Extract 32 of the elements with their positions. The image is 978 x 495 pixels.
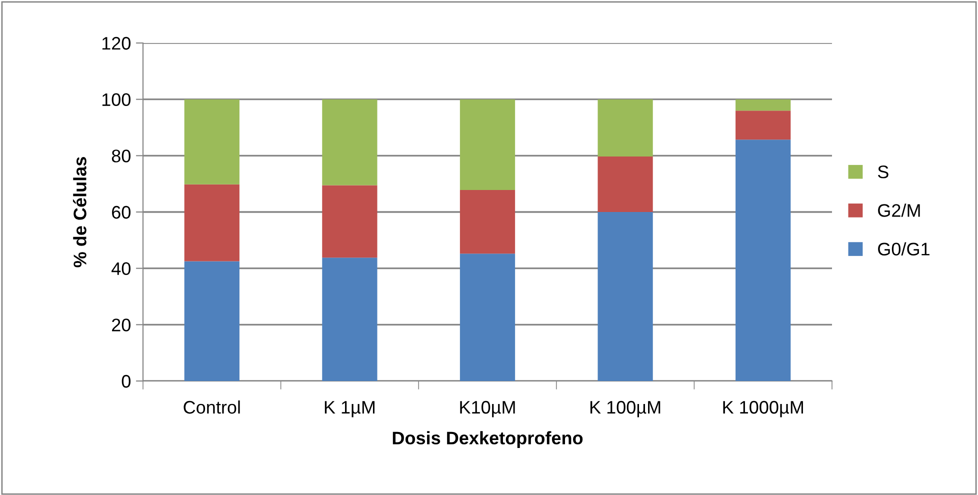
bar — [322, 185, 378, 258]
x-tick-label: Control — [184, 400, 240, 414]
bar — [184, 99, 240, 184]
bar — [736, 140, 791, 381]
x-tick-label: K 100µM — [590, 400, 660, 418]
bar — [322, 258, 378, 381]
y-tick-label: 120 — [102, 36, 130, 50]
bar — [460, 254, 516, 381]
y-tick-label: 100 — [102, 93, 130, 106]
legend-label: S — [878, 166, 888, 178]
y-tick-label: 80 — [112, 150, 130, 162]
bar — [460, 190, 516, 254]
y-tick-label: 40 — [112, 262, 130, 276]
legend-label: G2/M — [878, 204, 920, 217]
bar — [736, 99, 791, 111]
x-tick-label: K 1000µM — [723, 400, 803, 418]
bar — [322, 99, 378, 186]
bar — [184, 261, 240, 381]
y-tick-label: 0 — [122, 374, 130, 388]
legend-label: G0/G1 — [878, 242, 930, 256]
y-tick-label: 20 — [112, 318, 130, 332]
x-tick-label: K 1µM — [324, 401, 374, 418]
y-axis-title: % de Células — [72, 157, 86, 268]
y-tick-label: 60 — [112, 206, 130, 219]
bar — [736, 110, 791, 140]
bar — [598, 212, 653, 381]
bar — [460, 99, 516, 190]
bar — [184, 184, 240, 262]
bar — [598, 156, 653, 212]
x-axis-title: Dosis Dexketoprofeno — [392, 431, 583, 448]
bar — [598, 99, 653, 157]
x-tick-label: K10µM — [460, 400, 515, 418]
